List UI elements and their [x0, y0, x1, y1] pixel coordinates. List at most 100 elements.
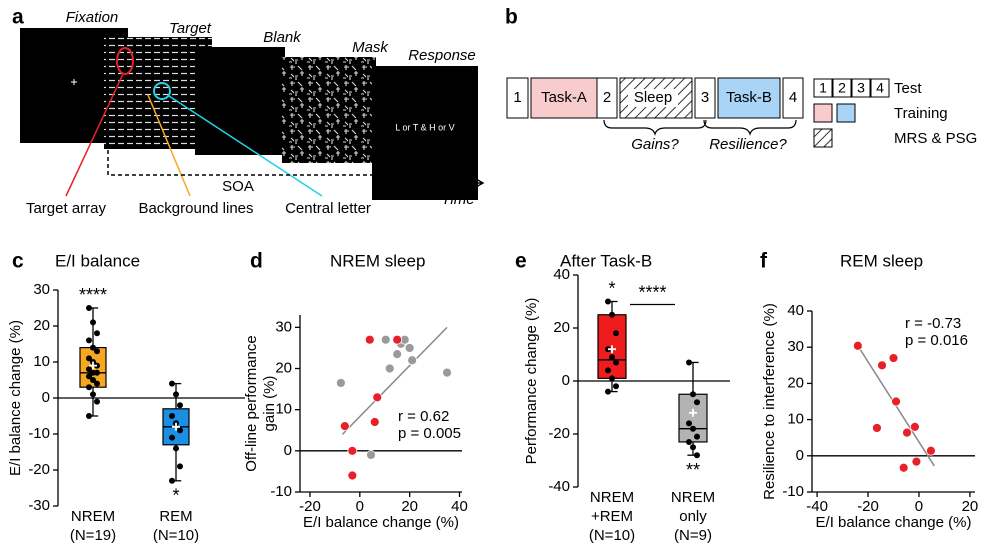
data-point	[169, 477, 175, 484]
x-tick-label: 20	[401, 498, 418, 515]
soa-label: SOA	[222, 178, 254, 195]
y-tick-label: -30	[28, 497, 50, 514]
data-point	[898, 462, 909, 473]
panel-f: f REM sleep -10 0 10 20 30 40 Resilience to inte…	[760, 250, 978, 531]
panel-b: b 1 Task-A 2 Sleep 3 Task-B 4 Gains? Res…	[505, 6, 977, 153]
legend-test	[851, 78, 871, 98]
sequence-label: 4	[789, 89, 797, 106]
data-point	[369, 417, 380, 427]
data-point	[694, 433, 700, 440]
data-point	[90, 391, 96, 398]
legend-label: Training	[894, 105, 948, 122]
significance: *	[608, 278, 615, 298]
legend-test	[832, 78, 852, 98]
x-axis-label: E/I balance change (%)	[816, 514, 972, 531]
frame-blank	[195, 47, 285, 155]
y-tick-label: 0	[562, 372, 570, 389]
data-point	[339, 421, 350, 432]
soa-bracket	[107, 150, 372, 176]
significance: *	[172, 486, 179, 506]
data-point	[686, 438, 692, 445]
data-point	[888, 353, 899, 363]
data-point	[877, 360, 887, 371]
central-letter-marker	[153, 82, 171, 100]
data-point	[366, 450, 376, 460]
data-point	[407, 355, 418, 366]
panel-d: d NREM sleep -10 0 10 20 30 Off-line performanc…	[243, 250, 468, 531]
mean-marker	[172, 422, 180, 431]
data-point	[613, 359, 619, 366]
stat-annotation: p = 0.016	[905, 332, 968, 349]
time-arrow	[434, 178, 485, 188]
test-box	[506, 77, 529, 119]
y-axis-label: gain (%)	[261, 376, 278, 432]
data-point	[94, 398, 100, 405]
data-point	[173, 445, 179, 452]
x-axis-label: E/I balance change (%)	[303, 514, 459, 531]
callout-line	[147, 94, 191, 197]
significance: ****	[79, 285, 107, 305]
panel-letter: c	[12, 250, 24, 273]
x-tick-label: (N=10)	[153, 527, 199, 544]
frame-target	[104, 37, 212, 149]
y-axis-label: Resilience to interference (%)	[761, 303, 778, 500]
data-point	[90, 344, 96, 351]
data-point	[173, 391, 179, 398]
stat-annotation: r = -0.73	[905, 315, 961, 332]
y-tick-label: -10	[28, 425, 50, 442]
data-point	[177, 402, 183, 409]
sequence-label: 3	[701, 89, 709, 106]
callout-label: Target array	[26, 200, 107, 217]
legend-test-label: 1	[819, 80, 827, 96]
frame-label: Target	[169, 20, 212, 37]
brace	[703, 119, 797, 136]
mean-marker	[608, 345, 616, 354]
y-tick-label: 10	[33, 353, 50, 370]
callout-label: Central letter	[285, 200, 371, 217]
sequence-label: Sleep	[634, 89, 672, 106]
significance: **	[686, 460, 700, 480]
chart-title: After Task-B	[560, 251, 652, 270]
test-box	[694, 77, 716, 119]
data-point	[86, 366, 92, 373]
x-tick-label: 40	[451, 498, 468, 515]
data-point	[392, 334, 403, 345]
x-tick-label: -20	[299, 498, 321, 515]
x-tick-label: only	[679, 508, 707, 525]
data-point	[94, 380, 100, 387]
chart-title: REM sleep	[840, 251, 923, 270]
data-point	[384, 363, 395, 374]
panel-letter: f	[760, 250, 768, 273]
x-tick-label: +REM	[591, 508, 633, 525]
y-tick-label: -20	[28, 461, 50, 478]
data-point	[392, 349, 403, 360]
time-label: Time	[441, 191, 474, 208]
data-point	[609, 311, 615, 318]
panel-e: e After Task-B -40 -20 0 20 40 Performance chan…	[515, 250, 730, 544]
x-tick-label: (N=10)	[589, 527, 635, 544]
y-tick-label: -20	[548, 425, 570, 442]
sequence-label: 2	[603, 89, 611, 106]
y-tick-label: 0	[284, 442, 292, 459]
x-tick-label: NREM	[671, 489, 715, 506]
frame-label: Response	[408, 47, 476, 64]
test-box	[596, 77, 618, 119]
data-point	[94, 330, 100, 337]
data-point	[694, 452, 700, 459]
data-point	[86, 384, 92, 391]
y-tick-label: 0	[796, 447, 804, 464]
y-tick-label: 40	[787, 302, 804, 319]
y-tick-label: -10	[782, 483, 804, 500]
data-point	[177, 463, 183, 470]
x-tick-label: NREM	[71, 508, 115, 525]
y-tick-label: 0	[42, 389, 50, 406]
data-point	[86, 373, 92, 380]
legend-training	[813, 103, 833, 123]
data-point	[169, 434, 175, 441]
box	[678, 393, 708, 443]
data-point	[169, 380, 175, 387]
y-tick-label: 30	[33, 281, 50, 298]
legend-test	[870, 78, 890, 98]
training-box	[717, 77, 781, 119]
